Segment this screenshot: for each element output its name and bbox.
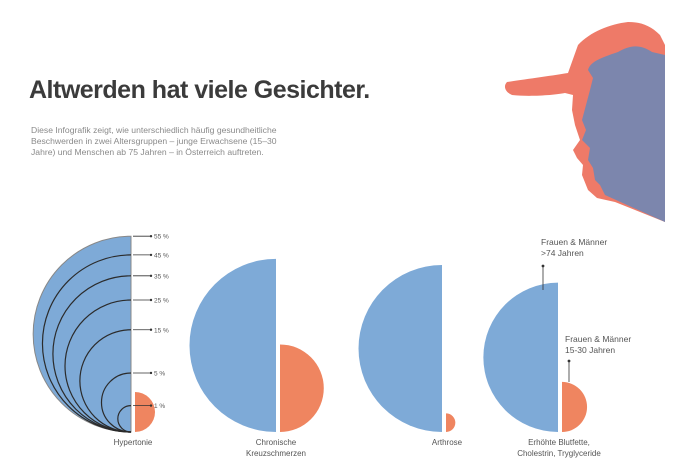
category-label: Erhöhte Blutfette, Cholestrin, Tryglyceri… <box>517 438 601 458</box>
scale-tick-dot-3 <box>149 298 153 302</box>
category-label: Hypertonie <box>114 438 153 447</box>
scale-tick-dot-6 <box>149 404 153 407</box>
category-label-line: Cholestrin, Tryglyceride <box>517 449 601 458</box>
category-label-line: Chronische <box>256 438 297 447</box>
category-label: Arthrose <box>432 438 463 447</box>
scale-ring-4 <box>79 329 132 433</box>
scale-ring-1 <box>41 254 132 433</box>
annotation-line: >74 Jahren <box>541 248 584 258</box>
scale-tick-label: 5 % <box>154 370 165 377</box>
scale-tick-dot-5 <box>149 371 153 375</box>
annotation-line: 15-30 Jahren <box>565 345 615 355</box>
young-semicircle-3 <box>562 381 588 432</box>
young-semicircle-1 <box>280 344 324 432</box>
page-title: Altwerden hat viele Gesichter. <box>29 76 370 104</box>
category-label-line: Arthrose <box>432 438 463 447</box>
scale-tick-label: 25 % <box>154 298 169 305</box>
older-semicircle-3 <box>483 282 558 432</box>
head-silhouettes-illustration <box>504 22 665 223</box>
scale-tick-label: 1 % <box>154 403 165 410</box>
older-semicircle-0 <box>32 235 132 433</box>
scale-tick-dot-0 <box>149 235 153 238</box>
series-annotation-older: Frauen & Männer >74 Jahren <box>541 237 607 258</box>
older-semicircle-1 <box>189 258 276 432</box>
annotation-line: Frauen & Männer <box>541 237 607 247</box>
scale-tick-label: 45 % <box>154 252 169 259</box>
scale-ring-5 <box>101 372 132 433</box>
scale-tick-label: 55 % <box>154 234 169 241</box>
older-semicircle-2 <box>358 265 442 432</box>
scale-tick-label: 35 % <box>154 273 169 280</box>
annotation-line: Frauen & Männer <box>565 334 631 344</box>
intro-text: Diese Infografik zeigt, wie unterschiedl… <box>31 125 277 157</box>
annotation-pointer-dot <box>541 264 545 268</box>
scale-tick-dot-4 <box>149 328 153 331</box>
scale-tick-dot-2 <box>149 274 153 278</box>
scale-ring-3 <box>64 299 132 433</box>
young-semicircle-2 <box>446 413 456 432</box>
category-label-line: Erhöhte Blutfette, <box>528 438 590 447</box>
scale-ring-2 <box>52 275 132 433</box>
series-annotation-young: Frauen & Männer 15-30 Jahren <box>565 334 631 355</box>
category-label-line: Hypertonie <box>114 438 153 447</box>
older-head-silhouette <box>582 46 665 223</box>
scale-tick-dot-1 <box>149 253 153 257</box>
annotation-pointer-dot <box>567 359 571 363</box>
category-label-line: Kreuzschmerzen <box>246 449 306 458</box>
category-label: Chronische Kreuzschmerzen <box>246 438 306 458</box>
young-semicircle-0 <box>135 391 156 432</box>
scale-tick-label: 15 % <box>154 327 169 334</box>
scale-ring-6 <box>117 405 132 433</box>
